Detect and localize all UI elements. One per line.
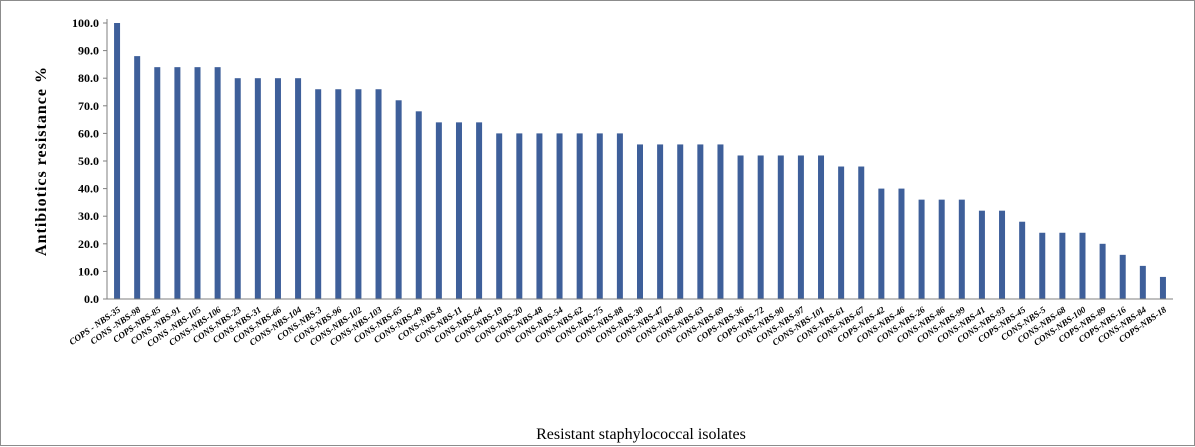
bar bbox=[214, 67, 221, 299]
bar bbox=[637, 144, 643, 299]
y-tick-label: 60.0 bbox=[78, 126, 99, 140]
bars-group bbox=[114, 23, 1166, 300]
bar bbox=[335, 89, 342, 300]
bar bbox=[234, 78, 241, 299]
bar bbox=[757, 155, 764, 299]
bar bbox=[1139, 265, 1146, 299]
bar bbox=[616, 133, 623, 299]
bar bbox=[536, 133, 543, 299]
y-axis-label: Antibiotics resistance % bbox=[33, 66, 50, 256]
bar bbox=[375, 89, 382, 300]
bar bbox=[576, 133, 583, 299]
bar bbox=[154, 67, 161, 299]
bar bbox=[797, 155, 804, 299]
bar bbox=[516, 133, 523, 299]
bar bbox=[737, 155, 744, 299]
bar bbox=[476, 122, 483, 299]
y-tick-label: 70.0 bbox=[78, 99, 99, 113]
bar bbox=[194, 67, 201, 299]
bar bbox=[918, 199, 925, 299]
y-tick-label: 100.0 bbox=[72, 16, 99, 30]
bar bbox=[496, 133, 503, 299]
bar bbox=[838, 166, 845, 299]
x-axis-label: Resistant staphylococcal isolates bbox=[536, 426, 746, 443]
y-tick-label: 50.0 bbox=[78, 154, 99, 168]
bar bbox=[274, 78, 281, 299]
y-tick-label: 80.0 bbox=[78, 71, 99, 85]
bar bbox=[295, 78, 302, 299]
y-tick-label: 20.0 bbox=[78, 237, 99, 251]
y-axis-ticks: 0.0 10.0 20.0 30.0 40.0 50.0 60.0 70.0 80.0 90.0 1… bbox=[72, 16, 107, 306]
y-tick-label: 10.0 bbox=[78, 264, 99, 278]
y-tick-label: 90.0 bbox=[78, 44, 99, 58]
bar bbox=[435, 122, 442, 299]
bar bbox=[315, 89, 322, 300]
bar bbox=[415, 111, 422, 299]
bar bbox=[1099, 243, 1106, 299]
bar bbox=[1159, 276, 1166, 299]
bar bbox=[395, 100, 402, 299]
bar bbox=[657, 144, 664, 299]
bar bbox=[174, 67, 181, 299]
bar bbox=[1039, 232, 1046, 299]
bar bbox=[858, 166, 865, 299]
bar bbox=[999, 210, 1006, 299]
bar bbox=[134, 56, 141, 300]
bar bbox=[556, 133, 563, 299]
y-tick-label: 30.0 bbox=[78, 209, 99, 223]
bar bbox=[455, 122, 462, 299]
bar bbox=[697, 144, 704, 299]
bar bbox=[1079, 232, 1086, 299]
bar bbox=[677, 144, 684, 299]
bar bbox=[355, 89, 362, 300]
y-tick-label: 0.0 bbox=[84, 292, 99, 306]
bar bbox=[818, 155, 825, 299]
bar bbox=[777, 155, 784, 299]
bar bbox=[254, 78, 261, 299]
bar bbox=[978, 210, 985, 299]
bar bbox=[1019, 221, 1026, 299]
bar bbox=[114, 23, 121, 299]
bar bbox=[1119, 254, 1126, 299]
bar bbox=[958, 199, 965, 299]
bar bbox=[938, 199, 945, 299]
bar bbox=[898, 188, 905, 299]
bar bbox=[1059, 232, 1066, 299]
bar bbox=[596, 133, 603, 299]
y-tick-label: 40.0 bbox=[78, 182, 99, 196]
bar bbox=[878, 188, 885, 299]
bar bbox=[717, 144, 724, 299]
